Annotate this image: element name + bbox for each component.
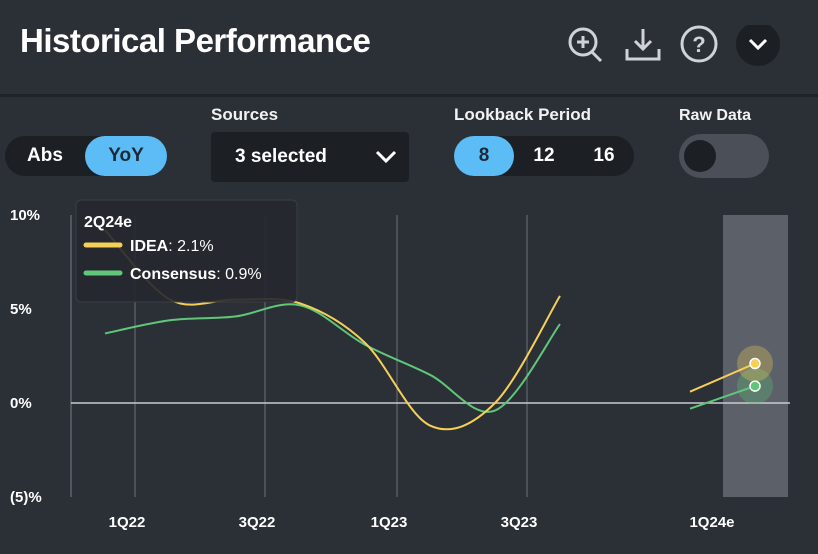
lookback-16[interactable]: 16 [593, 145, 615, 166]
x-tick-label: 1Q24e [689, 514, 734, 531]
chevron [375, 150, 397, 164]
y-tick-label: 10% [10, 207, 40, 224]
forecast-panel [723, 215, 788, 497]
sources-dropdown[interactable]: 3 selected [211, 132, 409, 182]
svg-text:?: ? [692, 32, 705, 57]
help-icon[interactable]: ? [680, 25, 718, 63]
sources-label: Sources [211, 105, 279, 124]
chart: 1Q22 3Q22 1Q23 3Q23 1Q24e 10% 5% 0% (5)% 2Q24e IDE… [10, 199, 790, 531]
lookback-8[interactable]: 8 [454, 136, 514, 176]
mode-toggle: Abs YoY [5, 136, 167, 176]
raw-label: Raw Data [679, 107, 752, 124]
tooltip-box [75, 199, 298, 303]
tooltip-name: IDEA [130, 238, 169, 255]
toolbar: ? [568, 25, 780, 66]
forecast-line [689, 362, 756, 393]
mode-yoy[interactable]: YoY [85, 136, 167, 176]
forecast-dot [749, 357, 761, 370]
y-tick-label: 5% [10, 301, 32, 318]
forecast-dot [749, 380, 761, 392]
tooltip-value: 2.1% [177, 238, 213, 255]
tooltip-name: Consensus [130, 266, 216, 283]
x-tick-label: 1Q23 [371, 514, 408, 531]
separator [0, 94, 818, 97]
tooltip-sep: : [168, 238, 177, 255]
sources-value: 3 selected [235, 146, 327, 167]
collapse-button[interactable] [736, 25, 780, 66]
y-tick-label: (5)% [10, 489, 42, 506]
x-tick-label: 3Q22 [239, 514, 276, 531]
tooltip-entry: Consensus: 0.9% [130, 266, 262, 283]
tooltip-sep: : [216, 266, 225, 283]
tooltip-value: 0.9% [225, 266, 261, 283]
download-icon[interactable] [625, 29, 661, 61]
raw-toggle[interactable] [679, 134, 769, 178]
lookback-label: Lookback Period [454, 105, 591, 124]
tooltip-entry: IDEA: 2.1% [130, 238, 214, 255]
mode-abs[interactable]: Abs [27, 145, 63, 166]
tooltip: 2Q24e IDEA: 2.1% Consensus: 0.9% [75, 199, 298, 303]
zoom-icon[interactable] [568, 27, 603, 63]
forecast-line [689, 385, 756, 410]
lookback-12[interactable]: 12 [533, 145, 555, 166]
toggle-knob [684, 140, 716, 172]
lookback-toggle: 8 12 16 [454, 136, 634, 176]
y-tick-label: 0% [10, 395, 32, 412]
x-tick-label: 1Q22 [109, 514, 146, 531]
series-line [104, 303, 561, 413]
tooltip-title: 2Q24e [84, 214, 132, 231]
x-tick-label: 3Q23 [501, 514, 538, 531]
page-title: Historical Performance [20, 22, 371, 59]
